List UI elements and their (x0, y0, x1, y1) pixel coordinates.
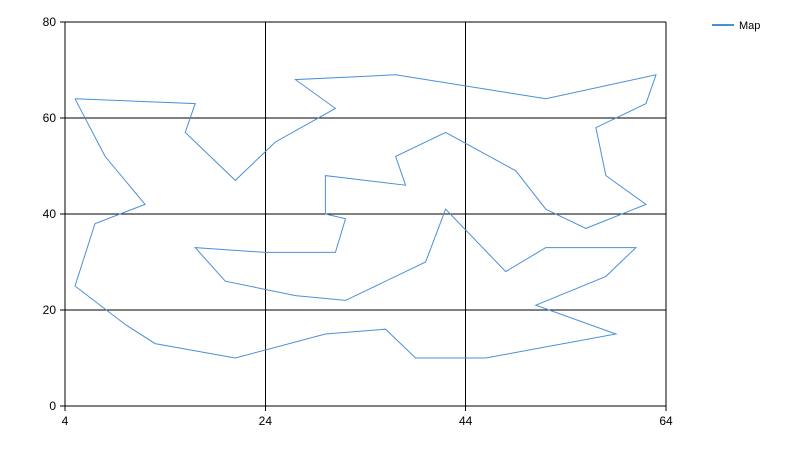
y-tick-label: 80 (43, 15, 57, 29)
series-layer (74, 74, 657, 359)
y-tick-label: 60 (43, 111, 57, 125)
y-tick-label: 40 (43, 207, 57, 221)
x-tick-label: 24 (259, 414, 273, 428)
series-line-map (74, 74, 657, 359)
y-tick-label: 0 (49, 399, 56, 413)
x-tick-label: 4 (62, 414, 69, 428)
x-tick-label: 44 (459, 414, 473, 428)
grid-lines (65, 21, 667, 406)
axes: 4 24 44 64 0 20 40 60 80 (43, 15, 673, 428)
legend-label: Map (739, 20, 760, 32)
x-tick-label: 64 (659, 414, 673, 428)
legend: Map (712, 20, 760, 32)
y-tick-label: 20 (43, 303, 57, 317)
